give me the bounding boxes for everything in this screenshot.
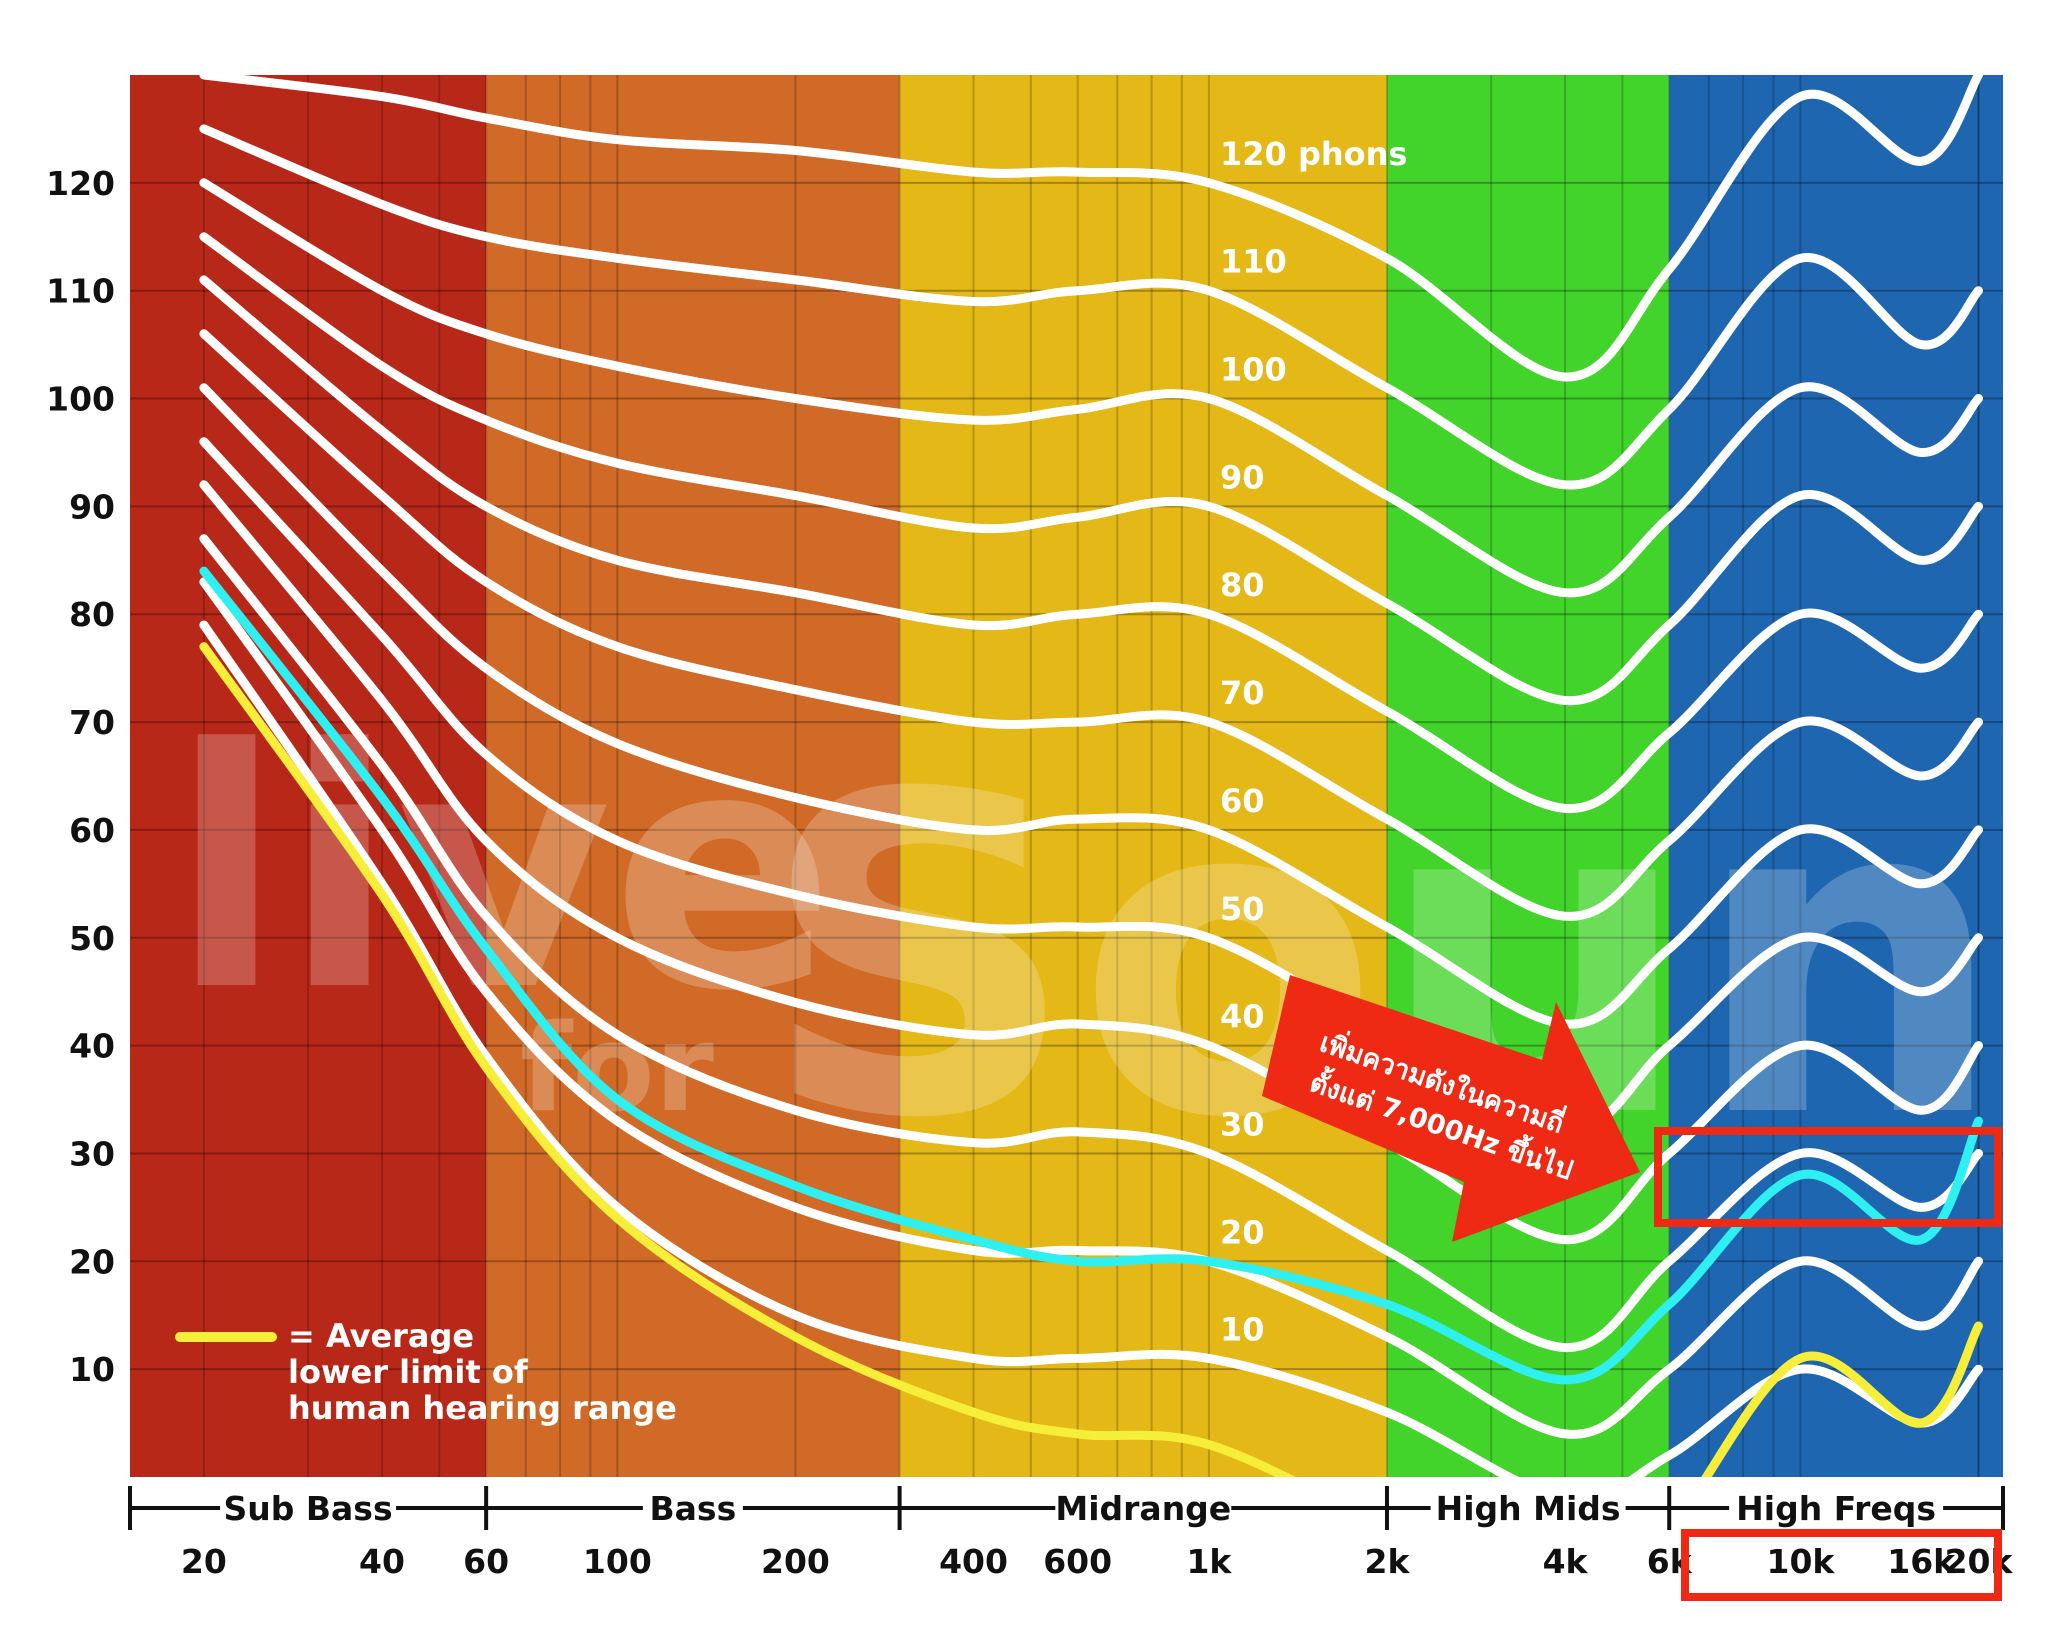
curve-120 <box>199 75 1983 382</box>
x-tick-label: 16k <box>1887 1542 1956 1581</box>
x-tick-label: 200 <box>761 1542 830 1581</box>
legend: = Average lower limit of human hearing r… <box>175 1317 677 1427</box>
curve-cyan-threshold <box>199 566 1983 1385</box>
band-label: High Freqs <box>1736 1489 1936 1528</box>
y-tick-label: 40 <box>69 1027 115 1066</box>
curve-label: 70 <box>1220 674 1265 712</box>
legend-text-1: = Average <box>288 1317 474 1355</box>
band-label: Sub Bass <box>224 1489 393 1528</box>
curve-label: 40 <box>1220 998 1265 1036</box>
x-tick-label: 100 <box>583 1542 652 1581</box>
legend-text-2: lower limit of <box>288 1353 529 1391</box>
curve-20 <box>199 577 1983 1439</box>
y-tick-label: 70 <box>69 703 115 742</box>
curve-10 <box>199 620 1983 1477</box>
x-tick-label: 40 <box>359 1542 405 1581</box>
legend-text-3: human hearing range <box>288 1389 677 1427</box>
curve-hearing-threshold <box>199 642 1983 1477</box>
highlight-box-axis <box>1681 1529 2002 1601</box>
curve-100 <box>199 178 1983 598</box>
curve-30 <box>199 534 1983 1353</box>
curve-label: 30 <box>1220 1105 1265 1143</box>
curve-label: 90 <box>1220 458 1265 496</box>
x-tick-label: 10k <box>1767 1542 1836 1581</box>
curve-80 <box>199 275 1983 813</box>
callout-arrow-shape <box>1262 975 1640 1242</box>
band-bass <box>486 75 900 1477</box>
curve-label: 100 <box>1220 351 1287 389</box>
curve-label: 50 <box>1220 890 1265 928</box>
x-tick-label: 400 <box>939 1542 1008 1581</box>
curve-110 <box>199 124 1983 490</box>
y-tick-label: 80 <box>69 595 115 634</box>
x-tick-label: 60 <box>463 1542 509 1581</box>
y-tick-label: 110 <box>46 272 115 311</box>
band-label: High Mids <box>1436 1489 1621 1528</box>
curve-70 <box>199 329 1983 921</box>
x-tick-label: 20k <box>1945 1542 2014 1581</box>
x-tick-label: 4k <box>1543 1542 1589 1581</box>
curve-label: 10 <box>1220 1310 1265 1348</box>
x-tick-label: 20 <box>181 1542 227 1581</box>
curve-label: 20 <box>1220 1213 1265 1251</box>
x-tick-label: 2k <box>1365 1542 1411 1581</box>
y-tick-label: 120 <box>46 164 115 203</box>
curve-label: 60 <box>1220 782 1265 820</box>
curve-40 <box>199 480 1983 1245</box>
curve-label: 80 <box>1220 566 1265 604</box>
curve-label: 110 <box>1220 243 1287 281</box>
highlight-box-curve <box>1654 1127 2002 1227</box>
curve-60 <box>199 383 1983 1029</box>
y-tick-label: 100 <box>46 380 115 419</box>
y-tick-label: 50 <box>69 919 115 958</box>
curve-label: 120 phons <box>1220 135 1407 173</box>
x-tick-label: 1k <box>1186 1542 1232 1581</box>
y-tick-label: 10 <box>69 1350 115 1389</box>
x-tick-label: 600 <box>1043 1542 1112 1581</box>
curve-50 <box>199 437 1983 1137</box>
y-tick-label: 30 <box>69 1134 115 1173</box>
y-tick-label: 90 <box>69 487 115 526</box>
band-label: Bass <box>650 1489 737 1528</box>
band-label: Midrange <box>1055 1489 1231 1528</box>
y-tick-label: 20 <box>69 1242 115 1281</box>
curve-90 <box>199 232 1983 706</box>
y-tick-label: 60 <box>69 811 115 850</box>
